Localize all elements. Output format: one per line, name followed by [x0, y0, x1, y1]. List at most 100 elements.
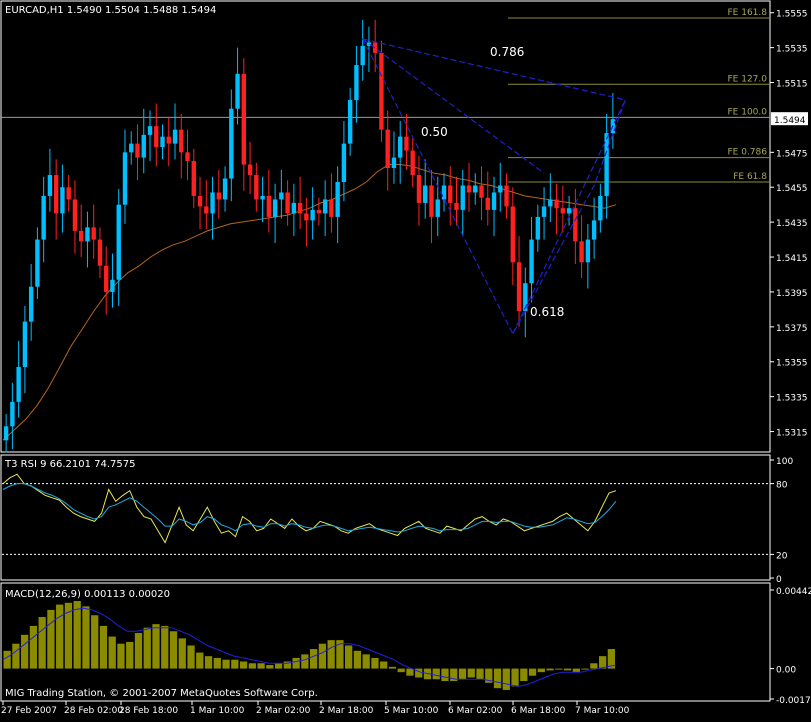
- candle-body[interactable]: [466, 185, 472, 193]
- candle-body[interactable]: [391, 157, 397, 169]
- rsi-pane[interactable]: [2, 473, 769, 555]
- candle-body[interactable]: [197, 195, 203, 207]
- candle-body[interactable]: [341, 143, 347, 182]
- candle-body[interactable]: [154, 126, 159, 148]
- candle-body[interactable]: [28, 286, 34, 322]
- candle-body[interactable]: [404, 136, 409, 151]
- candle-body[interactable]: [529, 239, 534, 284]
- candle-body[interactable]: [448, 185, 453, 203]
- candle-body[interactable]: [254, 175, 259, 200]
- candle-body[interactable]: [316, 209, 322, 214]
- candle-body[interactable]: [122, 152, 128, 205]
- candle-body[interactable]: [16, 366, 21, 402]
- candle-body[interactable]: [516, 262, 522, 312]
- candle-body[interactable]: [398, 136, 403, 158]
- candle-body[interactable]: [423, 185, 428, 203]
- candle-body[interactable]: [166, 136, 171, 144]
- candle-body[interactable]: [322, 199, 328, 214]
- candle-body[interactable]: [304, 213, 309, 221]
- candle-body[interactable]: [360, 45, 365, 66]
- candle-body[interactable]: [260, 195, 265, 200]
- candle-body[interactable]: [210, 192, 215, 214]
- candle-body[interactable]: [379, 52, 384, 130]
- candle-body[interactable]: [598, 195, 603, 221]
- candle-body[interactable]: [266, 195, 272, 217]
- candle-body[interactable]: [560, 208, 566, 214]
- candle-body[interactable]: [160, 136, 165, 148]
- candle-body[interactable]: [41, 195, 46, 240]
- price-pane[interactable]: FE 161.8 FE 127.0 FE 100.0 FE 0.786 FE 61.8 0…: [0, 8, 770, 453]
- candle-body[interactable]: [454, 202, 459, 210]
- candle-body[interactable]: [510, 206, 515, 263]
- candle-body[interactable]: [10, 401, 15, 427]
- candle-body[interactable]: [491, 192, 497, 210]
- candle-body[interactable]: [541, 206, 547, 217]
- candle-body[interactable]: [141, 134, 146, 158]
- candle-body[interactable]: [535, 216, 541, 240]
- candle-body[interactable]: [291, 202, 297, 214]
- candle-body[interactable]: [385, 129, 390, 169]
- candle-body[interactable]: [347, 99, 353, 144]
- candle-body[interactable]: [172, 129, 178, 144]
- candle-body[interactable]: [53, 175, 59, 214]
- macd-pane[interactable]: [2, 601, 617, 690]
- candle-body[interactable]: [204, 206, 209, 214]
- candle-body[interactable]: [104, 265, 109, 292]
- candle-body[interactable]: [72, 199, 78, 231]
- candle-body[interactable]: [191, 161, 196, 196]
- candle-body[interactable]: [366, 42, 372, 46]
- candle-body[interactable]: [335, 182, 340, 217]
- candle-body[interactable]: [504, 185, 509, 207]
- candle-body[interactable]: [78, 230, 84, 242]
- candle-body[interactable]: [523, 283, 528, 312]
- candle-body[interactable]: [235, 73, 240, 109]
- candle-body[interactable]: [247, 164, 253, 176]
- candle-body[interactable]: [91, 227, 96, 240]
- candle-body[interactable]: [429, 185, 434, 217]
- candle-body[interactable]: [372, 42, 378, 53]
- candle-body[interactable]: [441, 185, 447, 200]
- candle-body[interactable]: [179, 129, 184, 153]
- candle-body[interactable]: [297, 202, 303, 214]
- candle-body[interactable]: [116, 204, 121, 280]
- candle-body[interactable]: [579, 241, 584, 263]
- candle-body[interactable]: [147, 126, 153, 135]
- candle-body[interactable]: [479, 185, 484, 198]
- candle-body[interactable]: [285, 192, 290, 214]
- candle-body[interactable]: [410, 150, 415, 176]
- candle-body[interactable]: [35, 239, 40, 287]
- candle-body[interactable]: [498, 185, 503, 193]
- candle-body[interactable]: [435, 199, 440, 217]
- candle-body[interactable]: [573, 208, 578, 242]
- candle-body[interactable]: [329, 199, 334, 217]
- candle-body[interactable]: [60, 187, 65, 214]
- candle-body[interactable]: [591, 220, 597, 240]
- candle-body[interactable]: [554, 199, 559, 209]
- candle-body[interactable]: [3, 426, 9, 441]
- candle-body[interactable]: [129, 143, 134, 153]
- candle-body[interactable]: [585, 239, 591, 263]
- candle-body[interactable]: [66, 187, 71, 200]
- candle-body[interactable]: [229, 108, 234, 179]
- candle-body[interactable]: [216, 192, 221, 200]
- candle-body[interactable]: [485, 197, 490, 210]
- candle-body[interactable]: [22, 321, 28, 367]
- candle-body[interactable]: [310, 209, 315, 221]
- candle-body[interactable]: [566, 208, 572, 214]
- candle-body[interactable]: [279, 192, 284, 200]
- candle-body[interactable]: [416, 175, 422, 203]
- candle-body[interactable]: [110, 279, 115, 292]
- candle-body[interactable]: [354, 65, 359, 100]
- candle-body[interactable]: [47, 175, 53, 196]
- candle-body[interactable]: [85, 227, 90, 242]
- candle-body[interactable]: [473, 185, 478, 193]
- candle-body[interactable]: [185, 152, 190, 162]
- candle-body[interactable]: [272, 199, 278, 217]
- candle-body[interactable]: [604, 133, 609, 196]
- candle-body[interactable]: [222, 178, 228, 200]
- candle-body[interactable]: [460, 185, 465, 210]
- candle-body[interactable]: [135, 143, 140, 158]
- candle-body[interactable]: [548, 199, 553, 207]
